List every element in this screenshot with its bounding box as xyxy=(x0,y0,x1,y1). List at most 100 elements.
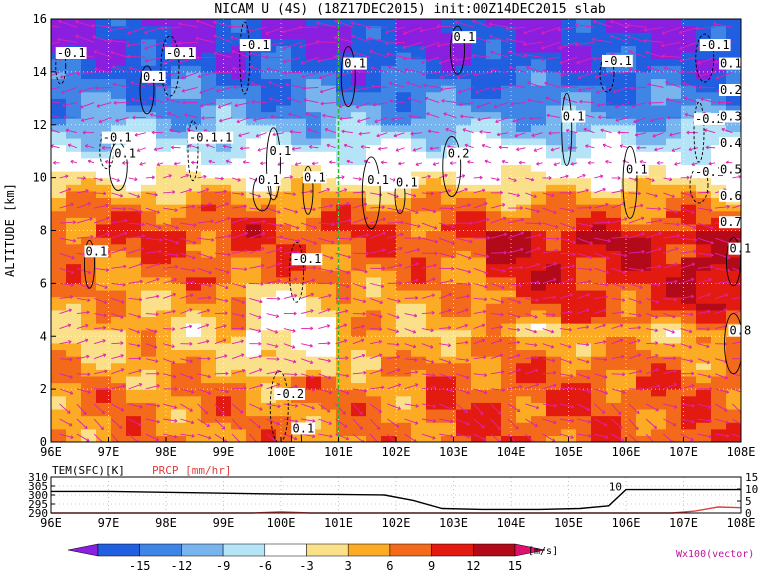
wind-vector xyxy=(645,51,664,58)
wind-cell xyxy=(246,250,262,258)
wind-cell xyxy=(126,263,142,271)
wind-cell xyxy=(441,349,457,357)
wind-vector-head xyxy=(676,234,680,238)
wind-vector-head xyxy=(292,359,297,364)
wind-cell xyxy=(636,428,652,436)
wind-vector-head xyxy=(339,116,343,121)
wind-vector-head xyxy=(395,424,400,428)
wind-cell xyxy=(66,71,82,80)
wind-vector-head xyxy=(96,103,101,108)
wind-cell xyxy=(171,190,187,199)
wind-cell xyxy=(681,415,697,423)
wind-vector-head xyxy=(635,426,639,431)
wind-cell xyxy=(381,85,397,93)
wind-cell xyxy=(576,402,592,410)
wind-vector-head xyxy=(622,390,626,394)
wind-cell xyxy=(186,190,202,199)
wind-cell xyxy=(621,151,637,159)
wind-cell xyxy=(636,283,652,291)
wind-vector xyxy=(512,117,526,122)
wind-cell xyxy=(81,382,97,390)
wind-vector xyxy=(490,313,504,316)
wind-vector-head xyxy=(465,358,470,363)
wind-vector xyxy=(611,388,626,394)
wind-vector xyxy=(335,324,347,330)
wind-cell xyxy=(651,276,667,284)
wind-cell xyxy=(681,263,697,271)
wind-vector-head xyxy=(101,145,106,150)
wind-cell xyxy=(171,137,187,146)
wind-cell xyxy=(51,283,67,291)
wind-cell xyxy=(651,111,667,119)
wind-vector xyxy=(594,252,610,259)
wind-vector xyxy=(404,418,419,425)
wind-cell xyxy=(246,210,262,218)
wind-vector-head xyxy=(262,219,266,224)
wind-cell xyxy=(591,243,607,251)
wind-vector-head xyxy=(291,345,296,349)
wind-cell xyxy=(141,45,157,53)
wind-cell xyxy=(576,323,592,331)
wind-vector-head xyxy=(208,295,212,300)
wind-cell xyxy=(96,263,112,271)
wind-vector xyxy=(357,117,371,123)
wind-vector xyxy=(319,71,336,79)
wind-vector-head xyxy=(144,58,148,63)
wind-vector-head xyxy=(619,323,624,328)
wind-cell xyxy=(651,131,667,139)
wind-vector xyxy=(583,128,595,134)
wind-cell xyxy=(111,237,127,245)
wind-cell xyxy=(246,309,262,318)
wind-vector xyxy=(127,26,147,35)
wind-cell xyxy=(606,45,622,53)
wind-cell xyxy=(156,316,172,324)
wind-cell xyxy=(291,45,307,53)
wind-cell xyxy=(576,65,592,73)
wind-vector xyxy=(94,370,108,375)
wind-cell xyxy=(561,329,577,337)
wind-cell xyxy=(396,164,412,172)
wind-cell xyxy=(711,85,727,93)
wind-vector xyxy=(438,293,452,299)
wind-cell xyxy=(126,250,142,258)
wind-vector xyxy=(145,295,160,299)
wind-cell xyxy=(486,336,502,344)
wind-cell xyxy=(696,415,712,423)
wind-cell xyxy=(411,38,427,47)
wind-vector xyxy=(93,403,105,414)
wind-cell xyxy=(66,184,82,192)
wind-cell xyxy=(501,217,517,225)
wind-vector-head xyxy=(542,68,546,73)
wind-vector xyxy=(137,147,147,152)
wind-cell xyxy=(576,164,592,172)
wind-cell xyxy=(111,329,127,337)
wind-cell xyxy=(381,58,397,66)
wind-vector xyxy=(508,385,523,390)
wind-cell xyxy=(261,256,277,265)
wind-vector-head xyxy=(65,174,69,179)
wind-cell xyxy=(681,362,697,370)
wind-cell xyxy=(201,71,217,80)
wind-cell xyxy=(126,58,142,66)
wind-vector-head xyxy=(433,225,438,230)
wind-cell xyxy=(546,237,562,245)
wind-cell xyxy=(681,230,697,238)
wind-vector-head xyxy=(655,354,659,358)
wind-cell xyxy=(231,309,247,318)
wind-cell xyxy=(336,316,352,324)
wind-cell xyxy=(141,38,157,47)
wind-cell xyxy=(651,91,667,99)
wind-vector xyxy=(594,418,608,426)
wind-cell xyxy=(216,289,232,298)
wind-cell xyxy=(111,104,127,113)
wind-vector xyxy=(195,37,215,43)
wind-cell xyxy=(576,362,592,370)
wind-cell xyxy=(576,32,592,40)
wind-vector xyxy=(214,282,229,289)
wind-cell xyxy=(51,25,67,33)
wind-vector-head xyxy=(671,194,675,198)
wind-cell xyxy=(426,58,442,66)
wind-vector-head xyxy=(617,176,621,180)
wind-vector-head xyxy=(571,225,576,230)
wind-vector-head xyxy=(517,300,522,304)
